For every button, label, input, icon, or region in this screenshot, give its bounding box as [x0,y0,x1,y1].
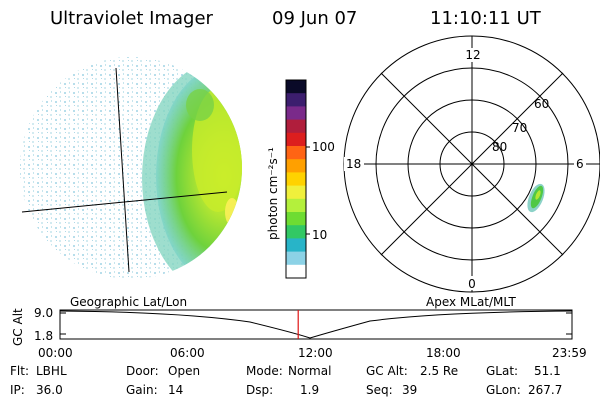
altitude-curve [59,310,573,339]
time-tick-1800: 18:00 [426,346,461,360]
colorbar-tick-10: 10 [312,228,328,242]
colorbar-segment [286,198,306,213]
glat-value: 51.1 [534,364,561,378]
colorbar-segment [286,251,306,266]
colorbar-segment [286,185,306,200]
mode-label: Mode: [246,364,283,378]
timeline-right-label: Apex MLat/MLT [426,295,516,309]
colorbar-segment [286,93,306,107]
colorbar-segment [286,172,306,187]
colorbar-segment [286,119,306,134]
timeline-frame [59,309,573,340]
time-tick-0000: 00:00 [38,346,73,360]
mlt-label-18: 18 [346,157,361,171]
gain-label: Gain: [126,383,158,397]
ip-value: 36.0 [36,383,63,397]
door-value: Open [168,364,201,378]
colorbar-segment [286,225,306,239]
seq-label: Seq: [366,383,393,397]
door-label: Door: [126,364,159,378]
glat-label: GLat: [486,364,519,378]
colorbar-segment [286,80,306,94]
polar-aurora-spot [527,183,545,213]
mlat-label-80: 80 [492,140,507,154]
meridian-line [115,67,130,273]
parallel-line [21,191,228,213]
mlt-label-12: 12 [465,48,480,62]
time-tick-0600: 06:00 [170,346,205,360]
time-tick-2359: 23:59 [552,346,587,360]
dsp-value: 1.9 [300,383,320,397]
seq-value: 39 [402,383,418,397]
mlt-label-6: 6 [576,157,584,171]
colorbar-segment [286,264,306,279]
colorbar-unit-label: photon cm⁻²s⁻¹ [266,147,280,240]
colorbar-segment [286,106,306,121]
glon-label: GLon: [486,383,521,397]
timeline-y-tick-bottom: 1.8 [34,329,54,343]
timeline-left-label: Geographic Lat/Lon [70,295,188,309]
gc-alt-value: 2.5 Re [420,364,459,378]
ip-label: IP: [10,383,25,397]
colorbar-segment [286,159,306,173]
colorbar-frame [285,79,307,279]
timeline-y-axis-title: GC Alt [11,308,25,346]
mlat-label-70: 70 [512,121,527,135]
polar-plot [343,35,600,293]
colorbar-segment [286,238,306,253]
colorbar-segment [286,146,306,160]
flt-value: LBHL [36,364,67,378]
gain-value: 14 [168,383,184,397]
mlt-label-0: 0 [468,277,476,291]
colorbar-tick-100: 100 [312,140,335,154]
polar-axis-diagonal-2 [380,72,564,256]
colorbar-segment [286,212,306,226]
colorbar [285,79,310,279]
gc-alt-label: GC Alt: [366,364,408,378]
dsp-label: Dsp: [246,383,274,397]
timeline-y-tick-top: 9.0 [34,306,54,320]
colorbar-segment [286,132,306,147]
mlat-label-60: 60 [534,97,549,111]
instrument-title: Ultraviolet Imager [50,8,213,29]
date-label: 09 Jun 07 [272,8,358,29]
time-tick-1200: 12:00 [298,346,333,360]
mode-value: Normal [288,364,332,378]
orbit-timeline [59,309,573,340]
time-label: 11:10:11 UT [430,8,541,29]
auroral-image [20,57,242,279]
flt-label: Flt: [10,364,29,378]
glon-value: 267.7 [528,383,563,397]
